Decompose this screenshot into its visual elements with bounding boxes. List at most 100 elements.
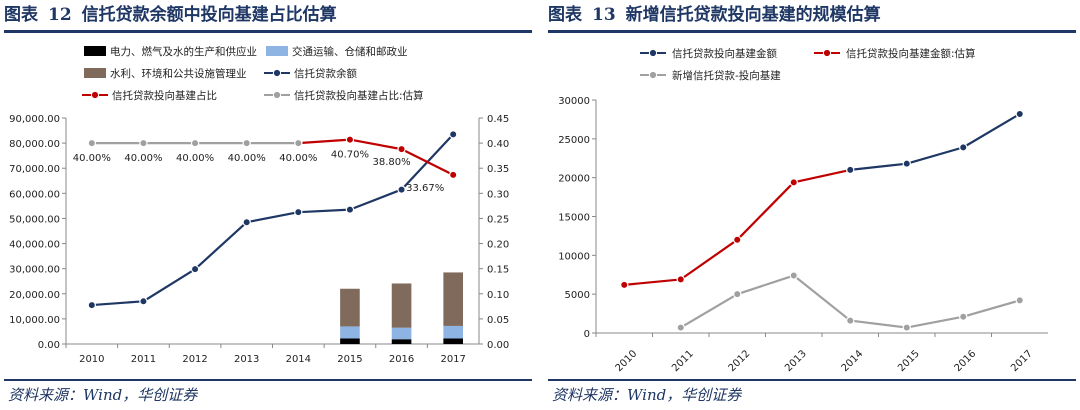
right-tick-label: 0.10 bbox=[487, 290, 509, 301]
balance-line-point bbox=[397, 185, 406, 194]
legend-label-infra-share-est: 信托贷款投向基建占比:估算 bbox=[294, 89, 424, 102]
legend-label-water: 水利、环境和公共设施管理业 bbox=[110, 67, 247, 80]
left-tick-label: 50,000.00 bbox=[9, 214, 60, 225]
balance-line-segment bbox=[91, 300, 144, 307]
share-data-label: 33.67% bbox=[406, 183, 444, 194]
infra-amount-est-line-point bbox=[733, 235, 742, 244]
balance-line-point bbox=[345, 205, 355, 214]
balance-line-segment bbox=[246, 211, 299, 224]
chart-title-13: 图表 13 新增信托贷款投向基建的规模估算 bbox=[548, 5, 881, 25]
bar-segment-power bbox=[340, 338, 360, 344]
infra-share-est-line-point bbox=[190, 138, 200, 148]
share-data-label: 40.00% bbox=[228, 153, 266, 164]
x-tick-label: 2010 bbox=[79, 354, 104, 365]
bar-segment-transport bbox=[391, 327, 412, 340]
x-tick-label: 2017 bbox=[1009, 348, 1035, 374]
new-infra-line-point bbox=[959, 312, 968, 321]
left-tick-label: 10,000.00 bbox=[9, 315, 60, 326]
x-tick-label: 2016 bbox=[389, 354, 414, 365]
left-tick-label: 0.00 bbox=[38, 340, 60, 351]
infra-share-legend-marker bbox=[90, 90, 100, 100]
infra-share-line-point bbox=[397, 144, 406, 154]
y-tick-label: 10000 bbox=[558, 251, 590, 262]
infra-amount-line-point bbox=[959, 143, 968, 152]
chart-panel-13: 图表 13 新增信托贷款投向基建的规模估算 信托贷款投向基建金额 信托贷款投向基建金额… bbox=[548, 0, 1076, 410]
x-tick-label: 2017 bbox=[440, 354, 465, 365]
infra-amount-est-line-point bbox=[789, 178, 798, 187]
bar-segment-water bbox=[443, 272, 463, 326]
right-tick-label: 0.05 bbox=[487, 315, 509, 326]
infra-amount-line-point bbox=[902, 159, 911, 168]
right-tick-label: 0.30 bbox=[487, 189, 509, 200]
infra-share-est-legend-marker bbox=[272, 90, 282, 100]
infra-share-line-point bbox=[345, 135, 355, 144]
infra-amount-legend-marker bbox=[648, 48, 658, 58]
legend-label-balance: 信托贷款余额 bbox=[294, 67, 357, 80]
infra-amount-line-segment bbox=[962, 113, 1021, 149]
infra-amount-line-segment bbox=[906, 146, 964, 165]
balance-legend-marker bbox=[272, 68, 282, 78]
share-data-label: 40.00% bbox=[124, 153, 162, 164]
new-infra-line-segment bbox=[850, 319, 907, 329]
left-tick-label: 40,000.00 bbox=[9, 240, 60, 251]
share-data-label: 40.00% bbox=[176, 153, 214, 164]
legend-swatch-water bbox=[84, 68, 106, 78]
infra-share-line-segment bbox=[401, 148, 454, 176]
infra-amount-est-line-segment bbox=[793, 168, 851, 184]
share-data-label: 40.70% bbox=[331, 150, 369, 161]
new-infra-line-point bbox=[676, 323, 685, 332]
balance-line-point bbox=[242, 218, 251, 227]
infra-share-est-line-point bbox=[242, 138, 251, 148]
balance-line-segment bbox=[194, 221, 248, 270]
y-tick-label: 15000 bbox=[558, 213, 590, 224]
x-tick-label: 2013 bbox=[234, 354, 259, 365]
new-infra-line-segment bbox=[736, 274, 795, 296]
new-infra-line-point bbox=[733, 289, 742, 299]
infra-amount-est-line-segment bbox=[736, 181, 795, 241]
right-tick-label: 0.45 bbox=[487, 114, 509, 125]
x-tick-label: 2015 bbox=[896, 348, 922, 374]
x-tick-label: 2012 bbox=[182, 354, 207, 365]
left-tick-label: 30,000.00 bbox=[9, 265, 60, 276]
bar-segment-transport bbox=[340, 326, 360, 339]
new-infra-line-segment bbox=[962, 299, 1021, 318]
left-tick-label: 90,000.00 bbox=[9, 114, 60, 125]
x-tick-label: 2014 bbox=[286, 354, 311, 365]
legend-label-infra-amount: 信托贷款投向基建金额 bbox=[672, 47, 777, 60]
balance-line-point bbox=[448, 130, 458, 139]
balance-line-segment bbox=[298, 208, 350, 214]
x-tick-label: 2016 bbox=[953, 348, 979, 374]
infra-amount-est-legend-marker bbox=[822, 48, 832, 58]
x-tick-label: 2011 bbox=[670, 348, 696, 374]
left-tick-label: 60,000.00 bbox=[9, 189, 60, 200]
new-infra-line-point bbox=[902, 323, 911, 332]
balance-line-point bbox=[190, 264, 200, 274]
source-rule bbox=[4, 379, 532, 381]
share-data-label: 40.00% bbox=[279, 153, 317, 164]
share-data-label: 40.00% bbox=[73, 153, 111, 164]
right-tick-label: 0.25 bbox=[487, 214, 509, 225]
balance-line-segment bbox=[142, 268, 196, 303]
infra-share-line-point bbox=[448, 170, 458, 180]
source-note-12: 资料来源：Wind，华创证券 bbox=[8, 386, 198, 404]
balance-line-segment bbox=[349, 188, 402, 211]
x-tick-label: 2011 bbox=[131, 354, 156, 365]
x-tick-label: 2010 bbox=[614, 348, 640, 374]
left-tick-label: 80,000.00 bbox=[9, 139, 60, 150]
source-rule bbox=[548, 379, 1076, 381]
balance-line-point bbox=[139, 297, 148, 306]
legend-label-power: 电力、燃气及水的生产和供应业 bbox=[110, 45, 257, 58]
infra-share-line-segment bbox=[349, 138, 402, 151]
bar-segment-transport bbox=[443, 325, 463, 339]
new-infra-line-point bbox=[789, 271, 798, 280]
new-infra-line-segment bbox=[680, 293, 738, 329]
infra-share-est-line-point bbox=[87, 138, 97, 148]
right-tick-label: 0.00 bbox=[487, 340, 509, 351]
title-rule bbox=[548, 30, 1076, 33]
infra-amount-line-point bbox=[1015, 109, 1024, 119]
share-data-label: 38.80% bbox=[372, 157, 410, 168]
legend-label-infra-share: 信托贷款投向基建占比 bbox=[112, 89, 217, 102]
right-tick-label: 0.40 bbox=[487, 139, 509, 150]
balance-line-point bbox=[294, 207, 303, 217]
